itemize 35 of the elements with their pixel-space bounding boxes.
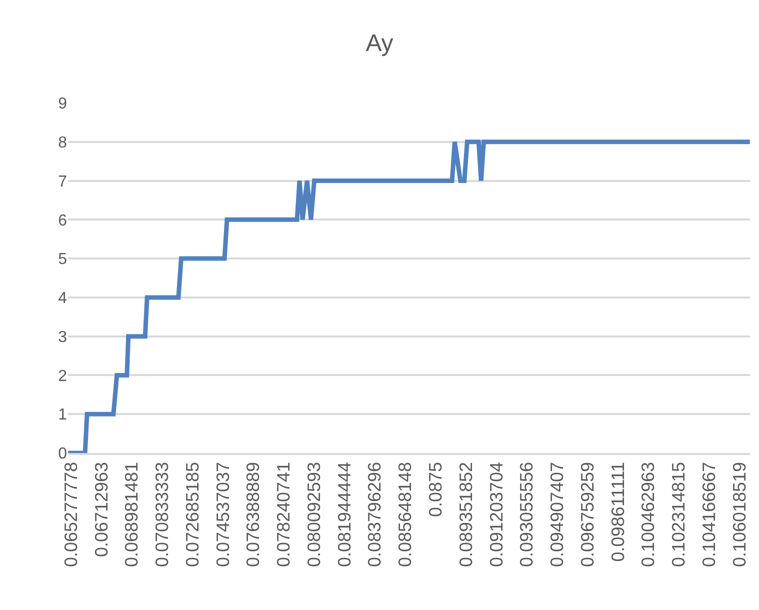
y-tick-label: 8 <box>58 134 68 152</box>
x-tick-label: 0.085648148 <box>395 462 416 568</box>
x-tick-label: 0.06712963 <box>91 462 112 558</box>
x-tick-label: 0.065277778 <box>60 462 81 568</box>
x-tick-label: 0.104166667 <box>698 462 719 568</box>
x-tick-label: 0.083796296 <box>364 462 385 568</box>
x-tick-label: 0.100462963 <box>638 462 658 568</box>
x-tick-label: 0.102314815 <box>668 462 689 568</box>
chart-title: Ay <box>366 30 394 58</box>
x-tick-label: 0.0875 <box>426 462 446 518</box>
x-tick-label: 0.081944444 <box>334 462 354 568</box>
x-tick-label: 0.091203704 <box>486 462 506 568</box>
x-tick-label: 0.072685185 <box>182 462 202 568</box>
y-tick-label: 0 <box>58 446 68 463</box>
x-tick-label: 0.089351852 <box>456 462 476 568</box>
y-tick-label: 7 <box>58 173 68 190</box>
y-tick-label: 6 <box>58 212 68 230</box>
y-tick-label: 1 <box>58 406 68 424</box>
x-tick-label: 0.074537037 <box>212 462 233 568</box>
x-tick-label: 0.078240741 <box>274 462 294 568</box>
y-tick-label: 9 <box>58 96 68 113</box>
x-tick-label: 0.076388889 <box>243 462 264 568</box>
y-tick-label: 5 <box>58 251 68 268</box>
line-series <box>68 140 750 453</box>
x-tick-label: 0.070833333 <box>152 462 172 568</box>
x-tick-label: 0.094907407 <box>547 462 568 568</box>
y-tick-label: 2 <box>58 368 68 385</box>
x-tick-label: 0.068981481 <box>122 462 142 568</box>
x-tick-label: 0.096759259 <box>577 462 598 568</box>
x-tick-label: 0.093055556 <box>516 462 537 568</box>
y-tick-label: 4 <box>58 290 68 308</box>
y-tick-label: 3 <box>58 328 68 346</box>
x-tick-label: 0.098611111 <box>608 462 628 562</box>
x-tick-label: 0.080092593 <box>304 462 324 568</box>
x-tick-label: 0.106018519 <box>729 462 750 568</box>
